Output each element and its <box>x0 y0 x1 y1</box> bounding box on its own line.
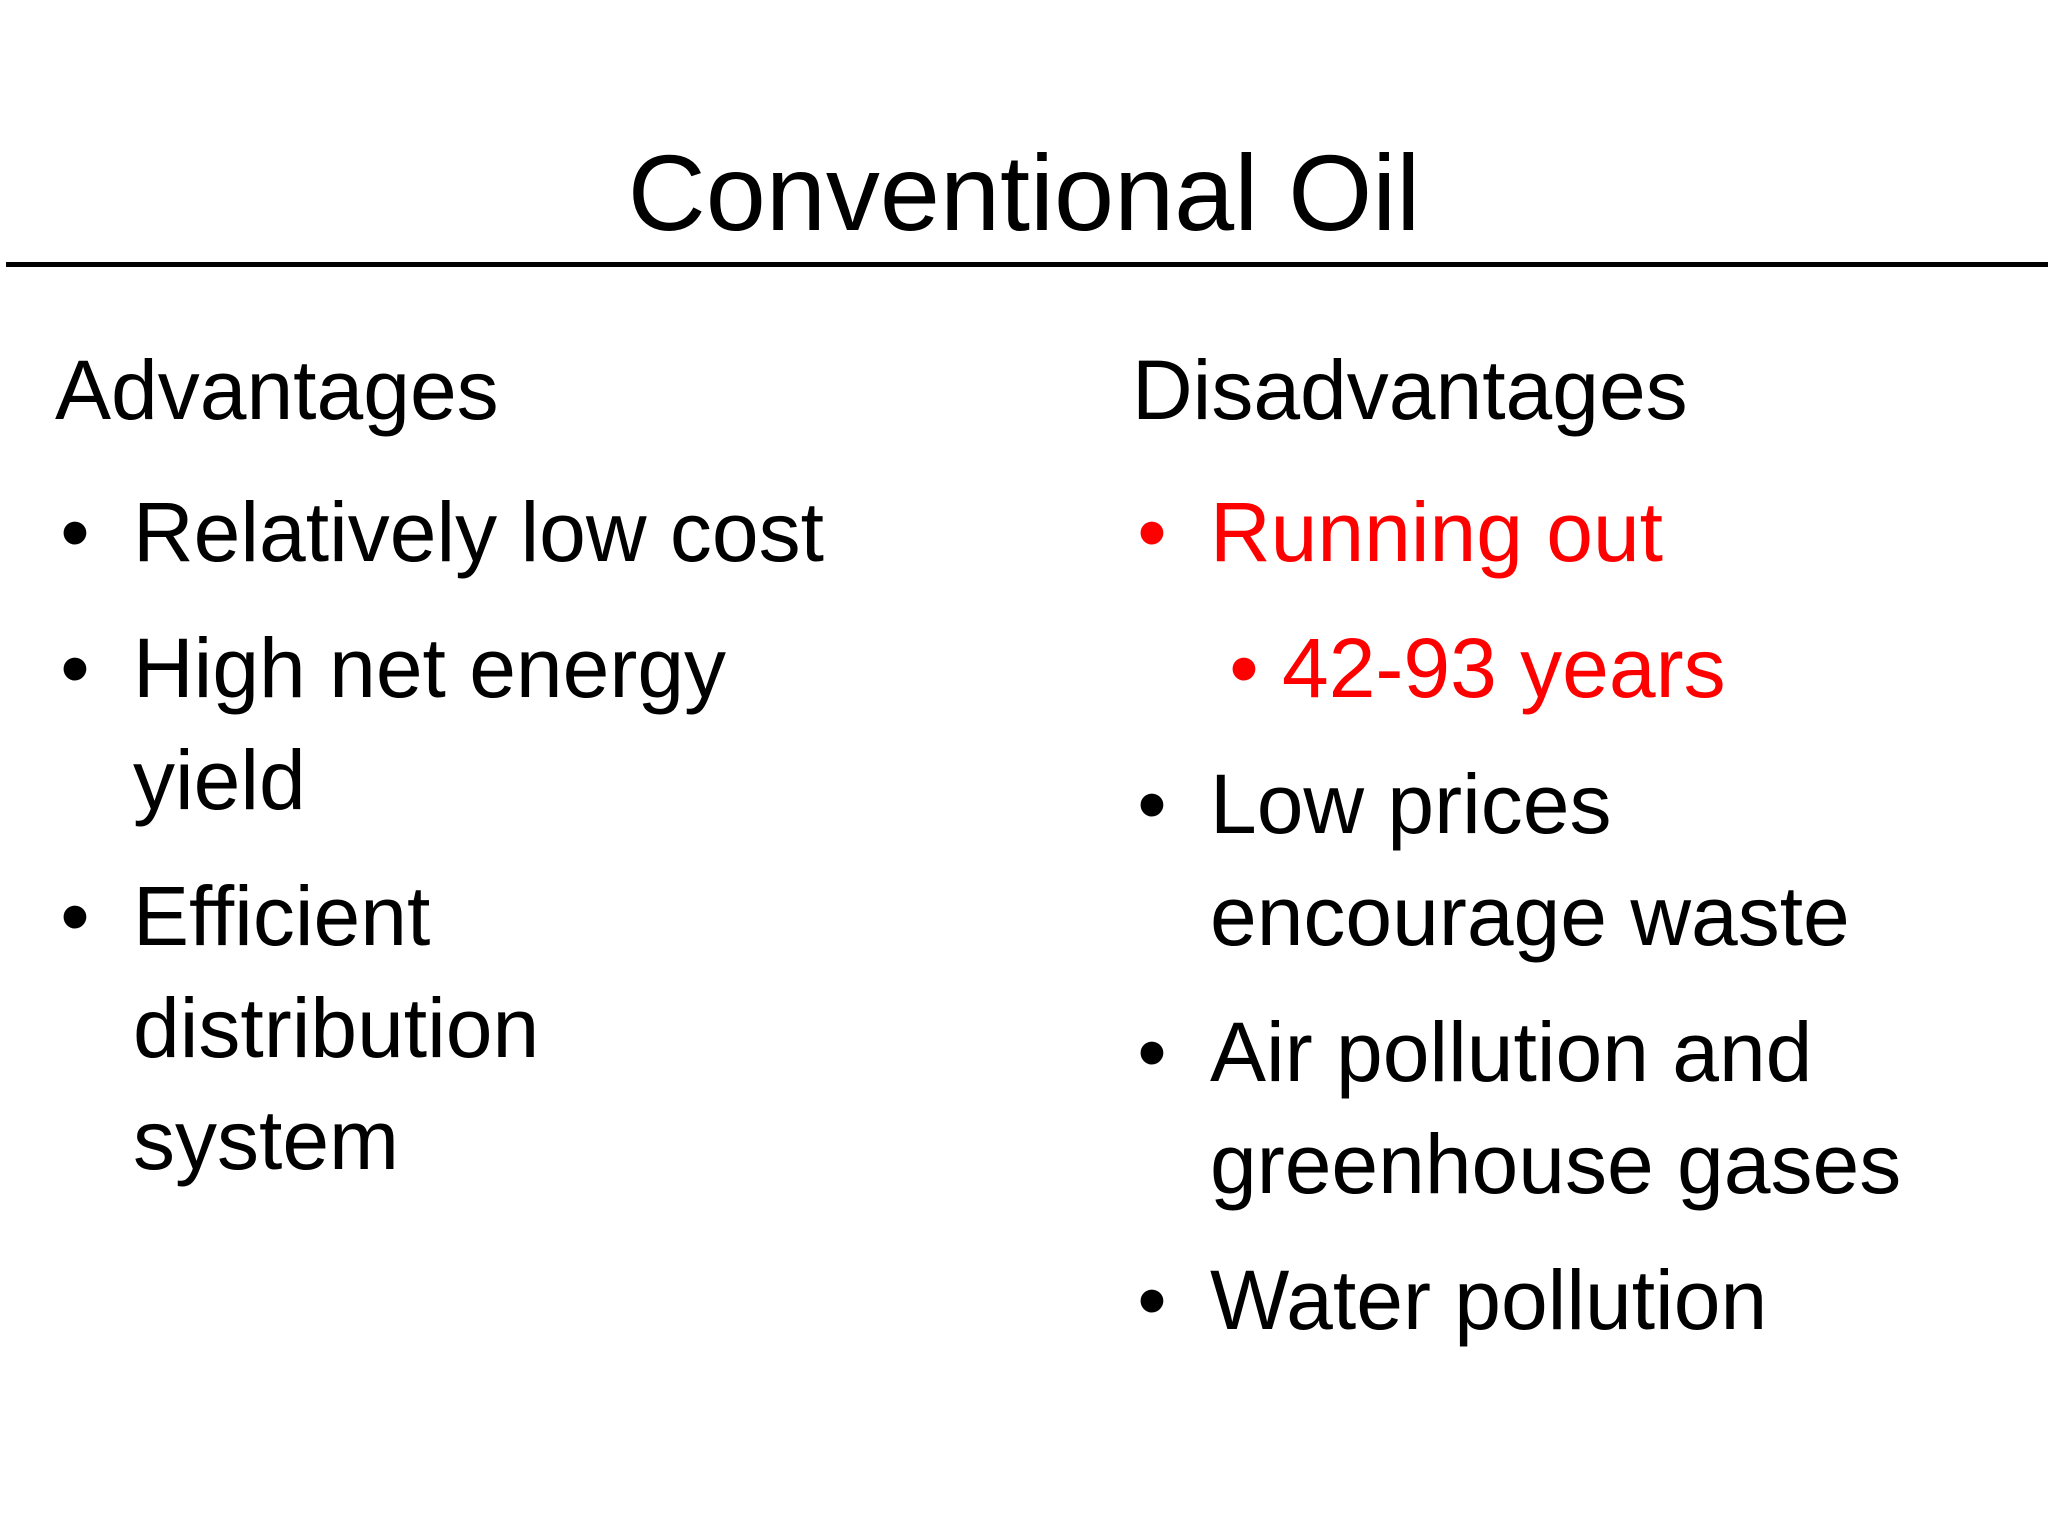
bullet-icon: • <box>60 621 90 715</box>
bullet-icon: • <box>60 869 90 963</box>
list-item: • Running out <box>1132 476 2032 588</box>
list-item-text: Air pollution and greenhouse gases <box>1210 1005 1902 1211</box>
disadvantages-list: • Running out • 42-93 years • Low prices… <box>1132 476 2032 1356</box>
bullet-icon: • <box>1137 485 1167 579</box>
disadvantages-heading: Disadvantages <box>1132 343 1688 437</box>
list-item-text: High net energy yield <box>133 621 727 827</box>
list-item: • Efficient distribution system <box>55 860 693 1196</box>
bullet-icon: • <box>1229 621 1259 715</box>
bullet-icon: • <box>1137 1005 1167 1099</box>
list-item-text: Efficient distribution system <box>133 869 540 1187</box>
bullet-icon: • <box>1137 1253 1167 1347</box>
list-item-text: Low prices encourage waste <box>1210 757 1850 963</box>
sub-list-item: • 42-93 years <box>1222 612 2032 724</box>
slide-title: Conventional Oil <box>627 132 1421 253</box>
bullet-icon: • <box>1137 757 1167 851</box>
list-item: • Low prices encourage waste <box>1132 748 1970 972</box>
title-divider <box>6 262 2048 267</box>
list-item-text: 42-93 years <box>1282 621 1726 715</box>
list-item-text: Running out <box>1210 485 1664 579</box>
advantages-list: • Relatively low cost • High net energy … <box>55 476 1015 1196</box>
list-item: • Relatively low cost <box>55 476 1013 588</box>
list-item-text: Relatively low cost <box>133 485 824 579</box>
bullet-icon: • <box>60 485 90 579</box>
list-item-text: Water pollution <box>1210 1253 1768 1347</box>
list-item: • Air pollution and greenhouse gases <box>1132 996 2048 1220</box>
disadvantages-column: Disadvantages • Running out • 42-93 year… <box>1132 340 2032 1380</box>
advantages-column: Advantages • Relatively low cost • High … <box>55 340 1015 1220</box>
list-item: • High net energy yield <box>55 612 853 836</box>
list-item: • Water pollution <box>1132 1244 2032 1356</box>
advantages-heading: Advantages <box>55 343 499 437</box>
